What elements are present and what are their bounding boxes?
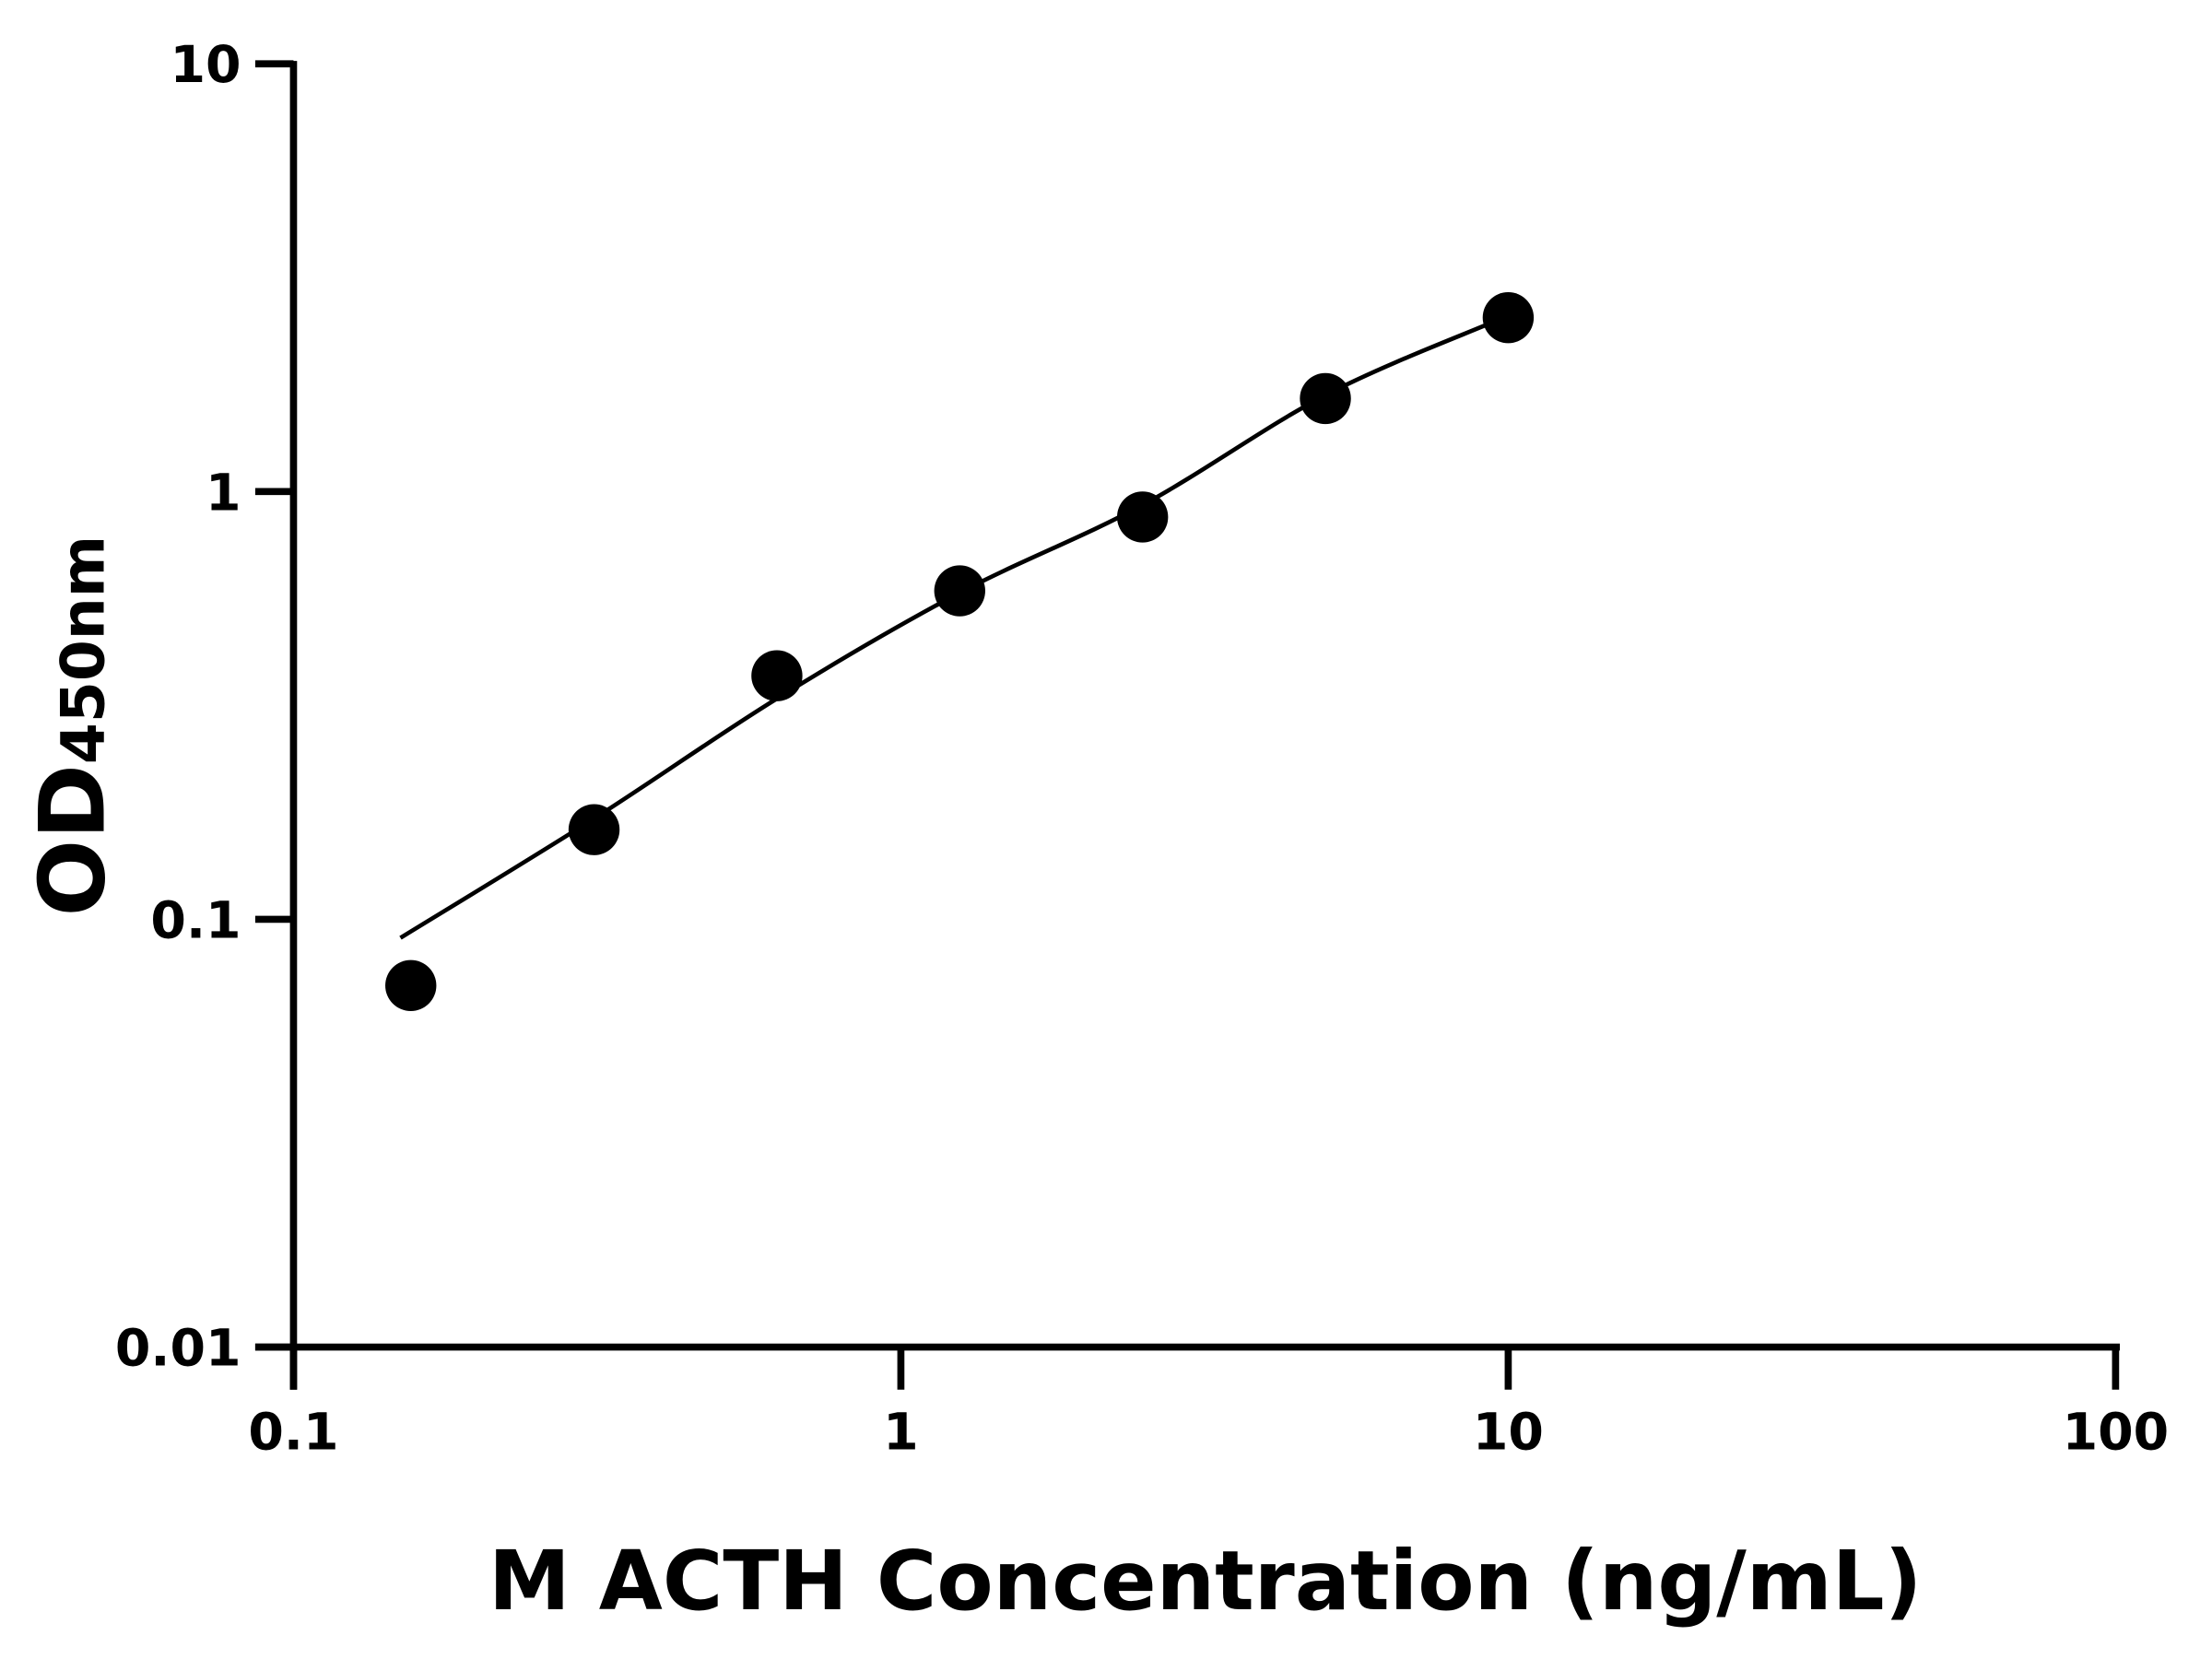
x-tick-label: 1 xyxy=(883,1403,919,1462)
y-axis-title-subscript: 450nm xyxy=(49,535,118,764)
data-point xyxy=(385,959,437,1012)
x-axis-title: M ACTH Concentration (ng/mL) xyxy=(488,1534,1922,1630)
y-tick-label: 0.01 xyxy=(115,1320,241,1379)
x-tick-label: 100 xyxy=(2063,1403,2170,1462)
y-axis-title: OD450nm xyxy=(20,535,125,917)
data-point xyxy=(1300,372,1351,425)
data-points xyxy=(385,291,1535,1012)
y-tick-label: 1 xyxy=(206,464,241,523)
data-point xyxy=(1116,491,1169,543)
data-point xyxy=(568,804,620,855)
x-tick-label: 0.1 xyxy=(248,1403,338,1462)
data-point xyxy=(751,650,803,701)
axes xyxy=(254,61,2120,1390)
y-axis-title-main: OD xyxy=(20,764,125,916)
x-ticks: 0.1 1 10 100 xyxy=(248,1347,2170,1462)
y-tick-label: 10 xyxy=(170,36,241,95)
y-tick-label: 0.1 xyxy=(150,891,241,950)
y-ticks: 0.01 0.1 1 10 xyxy=(115,36,294,1379)
data-point xyxy=(934,565,985,617)
x-tick-label: 10 xyxy=(1473,1403,1544,1462)
data-point xyxy=(1482,291,1535,344)
